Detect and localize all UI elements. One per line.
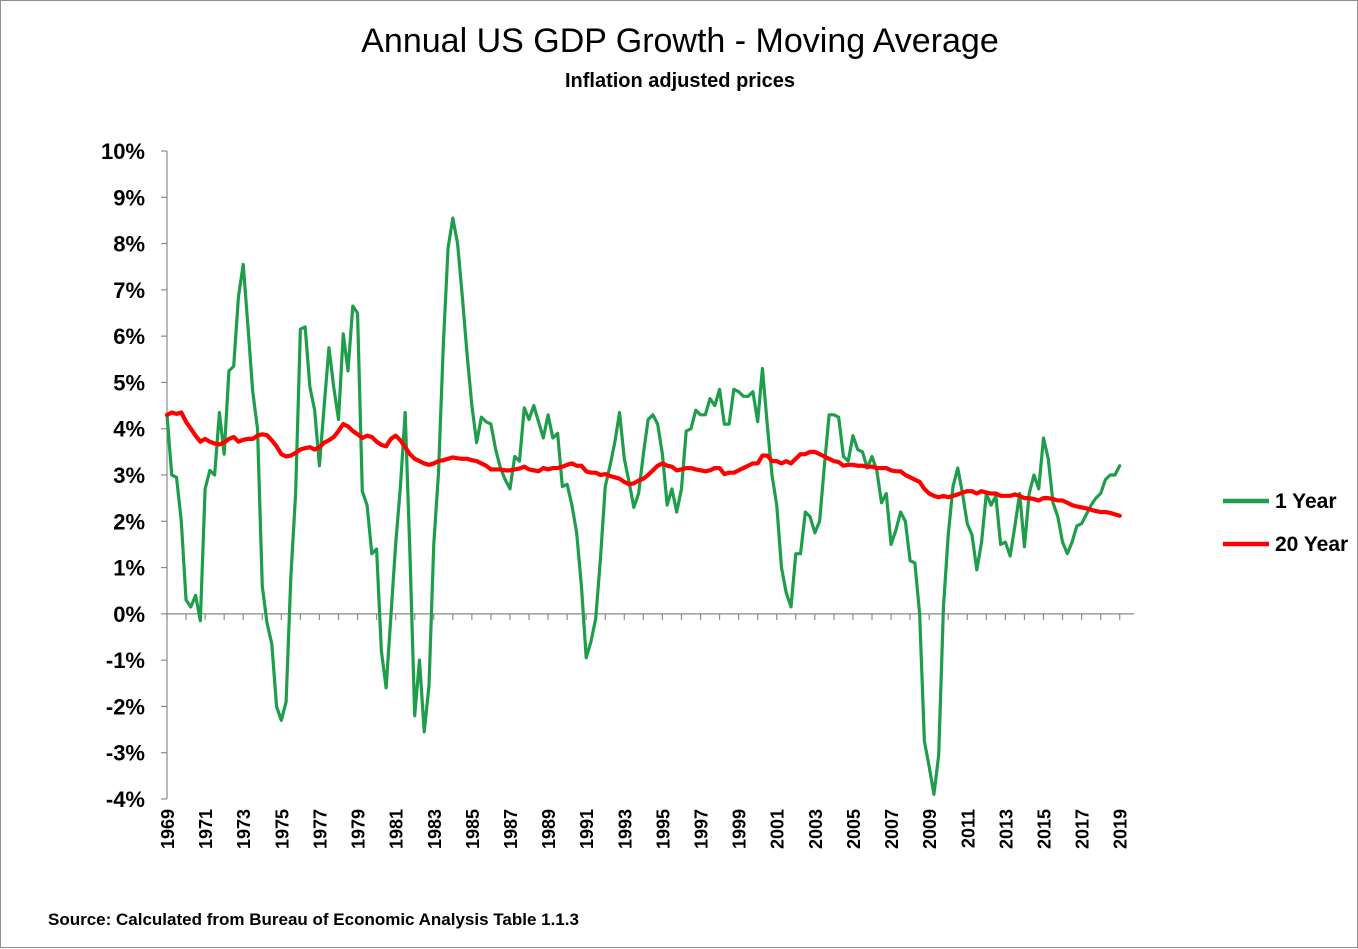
x-tick-label: 1999	[730, 809, 750, 849]
x-tick-label: 2007	[882, 809, 902, 849]
y-tick-label: 3%	[113, 463, 145, 488]
x-tick-label: 1997	[692, 809, 712, 849]
source-note: Source: Calculated from Bureau of Econom…	[48, 910, 579, 929]
x-tick-label: 1993	[615, 809, 635, 849]
y-tick-label: 10%	[101, 139, 145, 164]
x-tick-label: 1991	[577, 809, 597, 849]
x-tick-label: 2001	[768, 809, 788, 849]
y-tick-label: 4%	[113, 417, 145, 442]
x-tick-label: 1981	[387, 809, 407, 849]
x-tick-label: 1985	[463, 809, 483, 849]
x-tick-label: 2009	[920, 809, 940, 849]
series-layer	[164, 216, 1122, 796]
chart-title: Annual US GDP Growth - Moving Average	[361, 22, 999, 60]
y-tick-label: 6%	[113, 324, 145, 349]
y-tick-label: -2%	[106, 694, 145, 719]
legend-label-1-year: 1 Year	[1275, 490, 1337, 513]
y-tick-label: -4%	[106, 787, 145, 812]
y-tick-label: 5%	[113, 370, 145, 395]
series-line-20-year	[164, 410, 1122, 518]
x-tick-label: 1969	[158, 809, 178, 849]
y-tick-label: 1%	[113, 556, 145, 581]
x-tick-label: 1979	[349, 809, 369, 849]
x-tick-label: 2003	[806, 809, 826, 849]
legend-label-20-year: 20 Year	[1275, 533, 1348, 556]
x-tick-label: 1983	[425, 809, 445, 849]
x-tick-label: 1987	[501, 809, 521, 849]
legend: 1 Year 20 Year	[1223, 490, 1348, 556]
y-tick-label: 2%	[113, 509, 145, 534]
x-tick-label: 1973	[234, 809, 254, 849]
x-tick-label: 1989	[539, 809, 559, 849]
series-line-1-year	[165, 216, 1122, 796]
x-tick-label: 1971	[196, 809, 216, 849]
x-tick-label: 2015	[1034, 809, 1054, 849]
y-tick-label: -1%	[106, 648, 145, 673]
x-axis: 1969 1971 1973 1975 1977 1979 1981 1983 1985 1987…	[158, 613, 1134, 849]
x-tick-label: 1975	[272, 809, 292, 849]
x-tick-label: 1977	[310, 809, 330, 849]
y-tick-label: -3%	[106, 741, 145, 766]
y-tick-label: 8%	[113, 232, 145, 257]
x-tick-label: 2017	[1073, 809, 1093, 849]
x-tick-label: 2013	[996, 809, 1016, 849]
x-tick-label: 2011	[958, 809, 978, 848]
y-axis: 10% 9% 8% 7% 6% 5% 4% 3% 2% 1% 0% -1% -2% -3% -4%	[101, 139, 168, 812]
x-tick-label: 2019	[1111, 809, 1131, 849]
y-tick-label: 9%	[113, 185, 145, 210]
x-tick-label: 1995	[653, 809, 673, 849]
x-tick-label: 2005	[844, 809, 864, 849]
y-tick-label: 7%	[113, 278, 145, 303]
y-tick-label: 0%	[113, 602, 145, 627]
chart-subtitle: Inflation adjusted prices	[565, 70, 795, 92]
